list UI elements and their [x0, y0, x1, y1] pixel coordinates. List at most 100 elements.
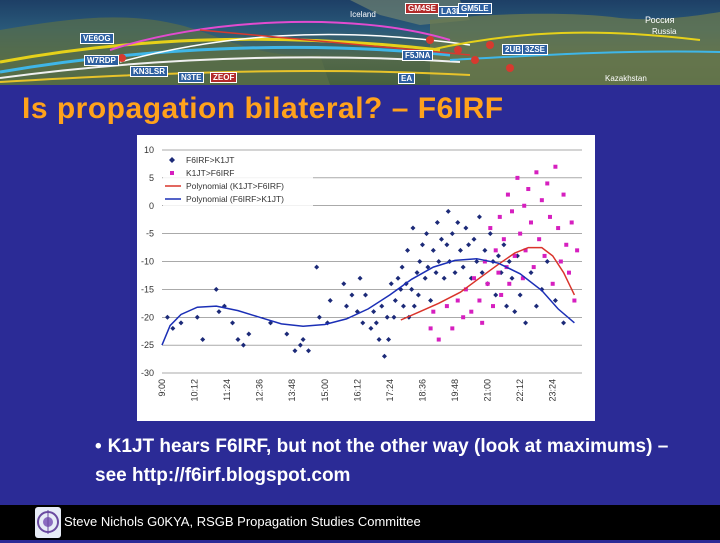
data-point-k1jt-f6irf	[505, 192, 510, 197]
x-tick-label: 9:00	[157, 379, 167, 397]
x-tick-label: 19:48	[450, 379, 460, 402]
y-tick-label: 10	[144, 145, 154, 155]
data-point-f6irf-k1jt	[428, 298, 434, 304]
legend-label: K1JT>F6IRF	[186, 168, 234, 178]
y-tick-label: 0	[149, 201, 154, 211]
callsign-marker: EA	[398, 73, 416, 84]
data-point-k1jt-f6irf	[477, 298, 482, 303]
legend-box	[163, 152, 313, 210]
data-point-f6irf-k1jt	[417, 259, 423, 264]
data-point-f6irf-k1jt	[405, 247, 411, 253]
data-point-f6irf-k1jt	[300, 337, 306, 343]
slide-title: Is propagation bilateral? – F6IRF	[22, 92, 504, 125]
data-point-k1jt-f6irf	[523, 248, 528, 253]
data-point-f6irf-k1jt	[297, 342, 303, 348]
data-point-f6irf-k1jt	[357, 275, 363, 281]
data-point-f6irf-k1jt	[463, 225, 469, 231]
data-point-f6irf-k1jt	[360, 320, 366, 326]
data-point-k1jt-f6irf	[542, 253, 547, 258]
data-point-k1jt-f6irf	[569, 220, 574, 225]
bullet-icon: •	[95, 436, 102, 457]
callsign-marker: ZEOF	[210, 72, 238, 83]
data-point-f6irf-k1jt	[395, 275, 401, 281]
data-point-f6irf-k1jt	[376, 337, 382, 343]
title-band	[0, 85, 720, 135]
data-point-f6irf-k1jt	[414, 270, 420, 276]
callsign-marker: GM5LE	[458, 3, 492, 14]
data-point-k1jt-f6irf	[553, 164, 558, 169]
y-tick-label: -5	[146, 229, 154, 239]
data-point-k1jt-f6irf	[558, 259, 563, 264]
data-point-f6irf-k1jt	[164, 314, 170, 320]
data-point-k1jt-f6irf	[528, 220, 533, 225]
map-banner: Iceland Россия Russia Kazakhstan VE6OG W…	[0, 0, 720, 85]
data-point-k1jt-f6irf	[531, 265, 536, 270]
data-point-f6irf-k1jt	[422, 275, 428, 281]
data-point-k1jt-f6irf	[515, 175, 520, 180]
data-point-k1jt-f6irf	[431, 309, 436, 314]
data-point-f6irf-k1jt	[306, 348, 312, 354]
callsign-marker: W7RDP	[84, 55, 119, 66]
legend-label: F6IRF>K1JT	[186, 155, 234, 165]
bullet-text: K1JT hears F6IRF, but not the other way …	[95, 436, 669, 486]
data-point-k1jt-f6irf	[547, 214, 552, 219]
data-point-k1jt-f6irf	[518, 231, 523, 236]
x-tick-label: 23:24	[548, 379, 558, 402]
data-point-f6irf-k1jt	[517, 292, 523, 298]
data-point-k1jt-f6irf	[564, 242, 569, 247]
data-point-k1jt-f6irf	[501, 237, 506, 242]
data-point-f6irf-k1jt	[284, 331, 290, 337]
data-point-f6irf-k1jt	[409, 286, 415, 292]
data-point-f6irf-k1jt	[438, 236, 444, 242]
map-label-russia-ru: Россия	[645, 15, 675, 25]
data-point-f6irf-k1jt	[460, 264, 466, 270]
data-point-f6irf-k1jt	[178, 320, 184, 326]
data-point-k1jt-f6irf	[539, 198, 544, 203]
data-point-k1jt-f6irf	[512, 253, 517, 258]
data-point-f6irf-k1jt	[476, 214, 482, 220]
data-point-f6irf-k1jt	[316, 314, 322, 320]
data-point-f6irf-k1jt	[449, 231, 455, 237]
data-point-f6irf-k1jt	[386, 337, 392, 343]
scatter-chart: 10 5 0 -5 -10 -15 -20 -25 -309:00 10:12 11:24 12:36…	[141, 145, 582, 402]
data-point-f6irf-k1jt	[430, 247, 436, 253]
data-point-f6irf-k1jt	[230, 320, 236, 326]
data-point-f6irf-k1jt	[424, 231, 430, 237]
data-point-f6irf-k1jt	[400, 303, 406, 309]
data-point-f6irf-k1jt	[561, 320, 567, 326]
x-tick-label: 21:00	[483, 379, 493, 402]
data-point-k1jt-f6irf	[499, 292, 504, 297]
legend-marker	[169, 157, 175, 163]
trend-line-f6irf-k1jt	[161, 257, 575, 346]
callsign-marker: KN3LSR	[130, 66, 169, 77]
x-tick-label: 11:24	[222, 379, 232, 401]
data-point-k1jt-f6irf	[561, 192, 566, 197]
data-point-k1jt-f6irf	[507, 281, 512, 286]
map-label-russia: Russia	[652, 27, 677, 36]
data-point-k1jt-f6irf	[491, 304, 496, 309]
callsign-marker: VE6OG	[80, 33, 114, 44]
y-tick-label: 5	[149, 173, 154, 183]
data-point-f6irf-k1jt	[493, 292, 499, 298]
data-point-f6irf-k1jt	[388, 281, 394, 287]
x-tick-label: 16:12	[352, 379, 362, 402]
data-point-f6irf-k1jt	[512, 309, 518, 315]
data-point-k1jt-f6irf	[550, 281, 555, 286]
data-point-f6irf-k1jt	[436, 259, 442, 264]
data-point-f6irf-k1jt	[474, 259, 480, 264]
data-point-f6irf-k1jt	[441, 275, 447, 281]
data-point-f6irf-k1jt	[523, 320, 529, 326]
data-point-k1jt-f6irf	[526, 187, 531, 192]
data-point-f6irf-k1jt	[240, 342, 246, 348]
data-point-k1jt-f6irf	[482, 259, 487, 264]
data-point-f6irf-k1jt	[479, 270, 485, 276]
callsign-marker: F5JNA	[402, 50, 434, 61]
data-point-k1jt-f6irf	[472, 276, 477, 281]
map-label-iceland: Iceland	[350, 10, 376, 19]
data-point-k1jt-f6irf	[436, 337, 441, 342]
data-point-f6irf-k1jt	[194, 314, 200, 320]
y-tick-label: -25	[141, 340, 154, 350]
data-point-k1jt-f6irf	[485, 281, 490, 286]
data-point-f6irf-k1jt	[434, 219, 440, 225]
data-point-f6irf-k1jt	[410, 225, 416, 231]
